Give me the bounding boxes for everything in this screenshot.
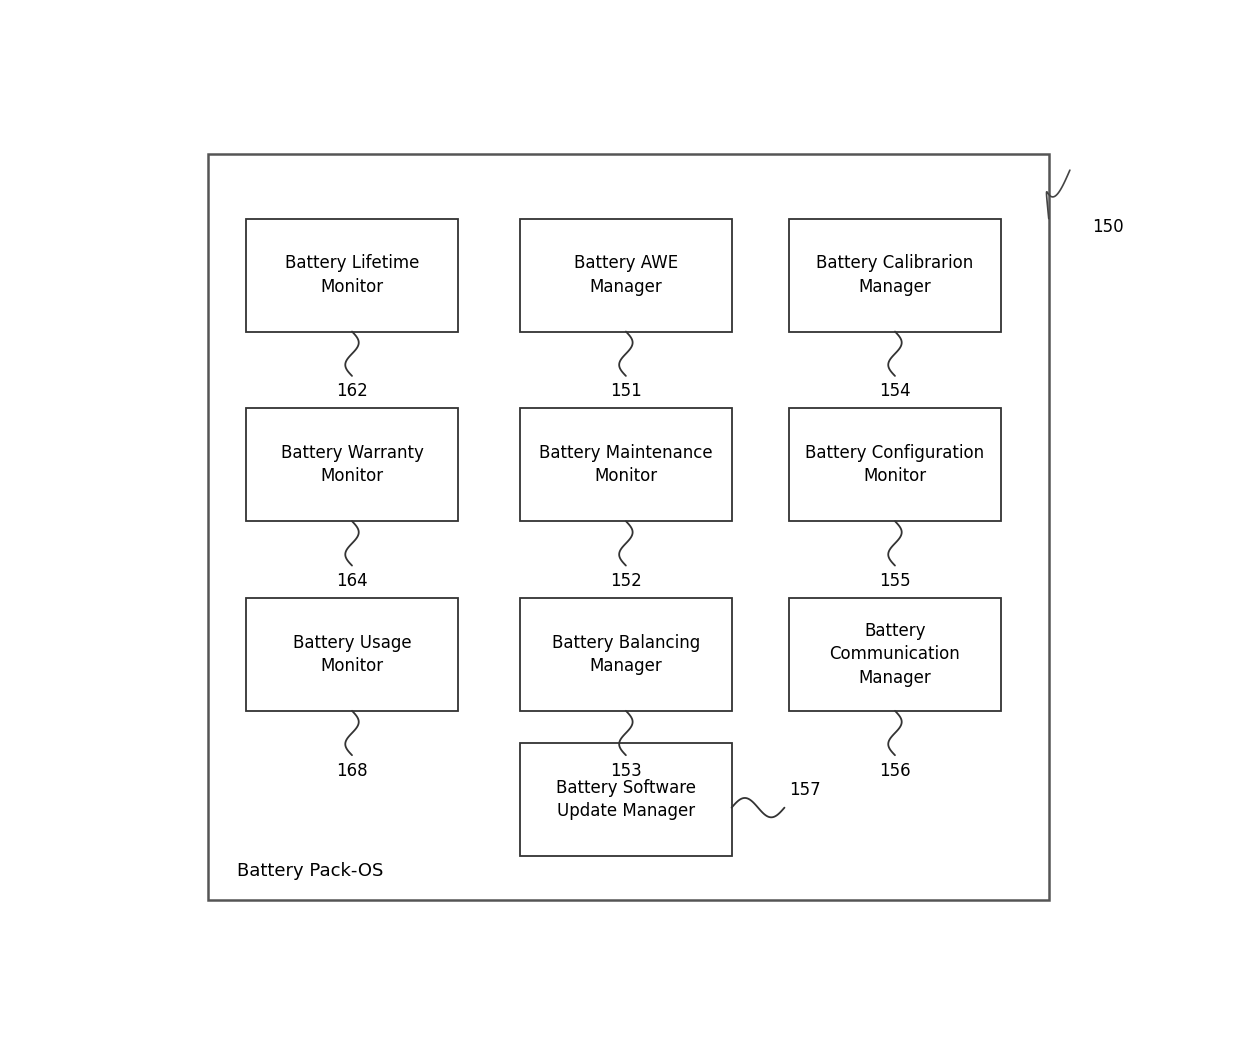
FancyBboxPatch shape: [521, 597, 732, 711]
Text: 156: 156: [879, 762, 911, 780]
Text: 154: 154: [879, 383, 911, 400]
Text: Battery AWE
Manager: Battery AWE Manager: [574, 255, 678, 296]
Text: Battery Pack-OS: Battery Pack-OS: [237, 863, 383, 880]
Text: 153: 153: [610, 762, 642, 780]
Text: 168: 168: [336, 762, 368, 780]
Text: Battery Software
Update Manager: Battery Software Update Manager: [556, 779, 696, 821]
Text: Battery
Communication
Manager: Battery Communication Manager: [830, 621, 960, 686]
Text: Battery Calibrarion
Manager: Battery Calibrarion Manager: [816, 255, 973, 296]
FancyBboxPatch shape: [789, 409, 1001, 521]
Text: 155: 155: [879, 572, 911, 590]
FancyBboxPatch shape: [247, 409, 458, 521]
FancyBboxPatch shape: [521, 743, 732, 856]
FancyBboxPatch shape: [247, 219, 458, 331]
Text: Battery Usage
Monitor: Battery Usage Monitor: [293, 634, 412, 675]
FancyBboxPatch shape: [521, 409, 732, 521]
FancyBboxPatch shape: [789, 597, 1001, 711]
Text: Battery Lifetime
Monitor: Battery Lifetime Monitor: [285, 255, 419, 296]
Text: Battery Balancing
Manager: Battery Balancing Manager: [552, 634, 701, 675]
FancyBboxPatch shape: [247, 597, 458, 711]
Text: 164: 164: [336, 572, 368, 590]
FancyBboxPatch shape: [521, 219, 732, 331]
Text: Battery Configuration
Monitor: Battery Configuration Monitor: [806, 444, 985, 485]
Text: Battery Warranty
Monitor: Battery Warranty Monitor: [280, 444, 423, 485]
Text: 151: 151: [610, 383, 642, 400]
Text: 162: 162: [336, 383, 368, 400]
Text: 152: 152: [610, 572, 642, 590]
Text: 150: 150: [1092, 218, 1123, 236]
FancyBboxPatch shape: [208, 154, 1049, 900]
Text: Battery Maintenance
Monitor: Battery Maintenance Monitor: [539, 444, 713, 485]
FancyBboxPatch shape: [789, 219, 1001, 331]
Text: 157: 157: [789, 781, 821, 799]
